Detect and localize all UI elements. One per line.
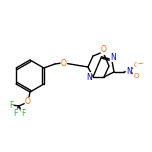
Text: O: O xyxy=(133,73,139,79)
Text: F: F xyxy=(13,109,17,117)
Text: N: N xyxy=(110,52,116,62)
Text: F: F xyxy=(21,109,25,119)
Text: O: O xyxy=(25,97,31,107)
Text: −: − xyxy=(137,61,143,67)
Text: N: N xyxy=(126,67,132,76)
Text: O: O xyxy=(101,45,107,55)
Text: O: O xyxy=(61,59,67,67)
Text: N: N xyxy=(86,73,92,81)
Text: F: F xyxy=(9,100,13,109)
Text: O: O xyxy=(133,62,139,68)
